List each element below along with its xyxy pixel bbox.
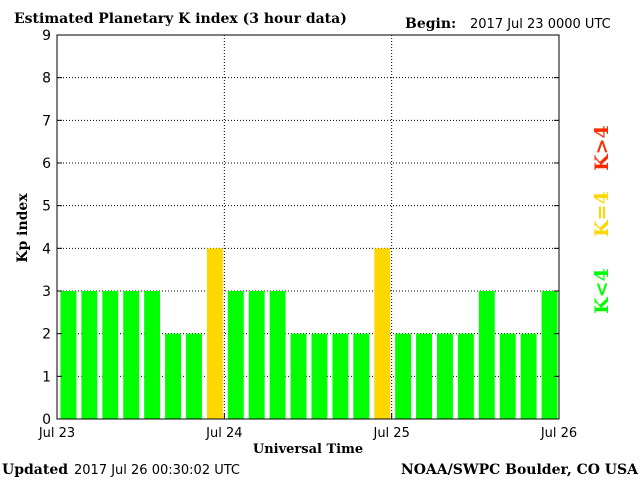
bar [227, 291, 244, 419]
bar [437, 333, 453, 419]
x-tick-label: Jul 26 [540, 426, 577, 441]
y-tick-label: 9 [42, 28, 51, 44]
bar [290, 333, 307, 419]
bar [123, 291, 140, 419]
legend-above-4: K>4 [591, 125, 613, 171]
y-tick-label: 3 [42, 284, 51, 300]
bar [499, 333, 516, 419]
y-tick-label: 8 [42, 71, 51, 87]
x-tick-label: Jul 25 [372, 426, 409, 441]
begin-label: Begin: [405, 16, 456, 32]
bar [332, 333, 349, 419]
x-tick-label: Jul 24 [205, 426, 242, 441]
bar [374, 248, 391, 419]
plot-frame [56, 34, 560, 420]
bar [395, 333, 412, 419]
x-axis-label: Universal Time [253, 442, 363, 457]
updated-value: 2017 Jul 26 00:30:02 UTC [74, 463, 240, 478]
y-tick-label: 4 [42, 241, 51, 257]
bar [541, 291, 558, 419]
x-tick-label: Jul 23 [38, 426, 75, 441]
bar [416, 333, 432, 419]
bar [353, 333, 370, 419]
bar [478, 291, 495, 419]
bar [206, 248, 223, 419]
bar [457, 333, 474, 419]
y-tick-label: 7 [42, 113, 51, 129]
bar [81, 291, 98, 419]
bar [144, 291, 161, 419]
bar [60, 291, 77, 419]
bar [269, 291, 286, 419]
y-tick-label: 1 [42, 369, 51, 385]
y-axis-label: Kp index [15, 193, 31, 263]
y-tick-label: 6 [42, 156, 51, 172]
bar [165, 333, 181, 419]
bar [520, 333, 537, 419]
legend-equal-4: K=4 [591, 191, 613, 237]
bar [311, 333, 328, 419]
source-label: NOAA/SWPC Boulder, CO USA [401, 462, 639, 478]
bar [248, 291, 265, 419]
y-tick-label: 5 [42, 199, 51, 215]
y-tick-label: 2 [42, 327, 51, 343]
chart-title: Estimated Planetary K index (3 hour data… [14, 11, 347, 27]
begin-value: 2017 Jul 23 0000 UTC [470, 17, 611, 32]
plot-area: 0 1 2 3 4 5 6 7 8 9 Jul 23 Jul 24 Jul 25 Jul 26 [38, 28, 577, 441]
updated-label: Updated [2, 462, 68, 478]
legend-below-4: K<4 [591, 268, 613, 314]
bar [102, 291, 119, 419]
bar [186, 333, 202, 419]
y-tick-label: 0 [42, 412, 51, 428]
